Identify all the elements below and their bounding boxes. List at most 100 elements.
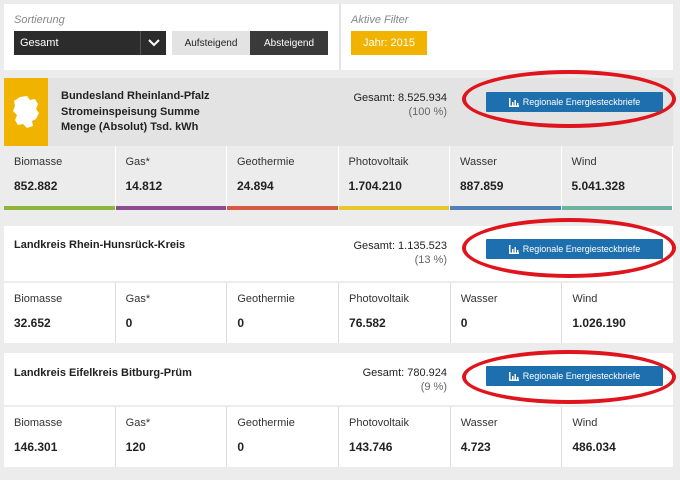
color-bar-wasser xyxy=(450,206,561,210)
filter-block: Aktive Filter Jahr: 2015 xyxy=(339,4,673,70)
district-card-header: Landkreis Rhein-Hunsrück-Kreis Gesamt: 1… xyxy=(4,226,673,282)
bar-chart-icon xyxy=(508,244,519,254)
cell-value: 14.812 xyxy=(125,179,163,193)
color-bar-gas xyxy=(115,206,226,210)
cell-value: 0 xyxy=(237,440,245,454)
color-bar-biomasse xyxy=(4,206,115,210)
filter-caption: Aktive Filter xyxy=(351,14,409,26)
state-values: Biomasse 852.882 Gas* 14.812 Geothermie … xyxy=(4,146,673,210)
value-cell-biomasse: Biomasse 146.301 xyxy=(4,407,116,467)
value-cell-biomasse: Biomasse 852.882 xyxy=(4,146,116,210)
district-total: Gesamt: 1.135.523 (13 %) xyxy=(353,239,447,267)
toolbar: Sortierung Gesamt Aufsteigend Absteigend… xyxy=(4,4,673,70)
sort-descending-button[interactable]: Absteigend xyxy=(250,31,328,55)
cell-label: Photovoltaik xyxy=(348,156,409,168)
state-card: Bundesland Rheinland-Pfalz Stromeinspeis… xyxy=(4,78,673,210)
district-title: Landkreis Rhein-Hunsrück-Kreis xyxy=(14,239,186,251)
cell-value: 24.894 xyxy=(237,179,274,193)
value-cell-wind: Wind 486.034 xyxy=(562,407,674,467)
state-total: Gesamt: 8.525.934 (100 %) xyxy=(353,91,447,119)
value-cell-photovoltaik: Photovoltaik 1.704.210 xyxy=(338,146,450,210)
cell-label: Geothermie xyxy=(237,293,295,305)
bar-chart-icon xyxy=(508,97,519,107)
cell-label: Wasser xyxy=(460,417,498,429)
cell-label: Wind xyxy=(572,293,598,305)
cell-value: 852.882 xyxy=(14,179,58,193)
value-cell-photovoltaik: Photovoltaik 76.582 xyxy=(339,283,451,343)
cell-label: Wasser xyxy=(460,156,497,168)
cell-label: Biomasse xyxy=(14,156,63,168)
state-title-line3: Menge (Absolut) Tsd. kWh xyxy=(61,121,199,133)
energy-profile-button[interactable]: Regionale Energiesteckbriefe xyxy=(486,92,663,112)
cell-value: 32.652 xyxy=(14,316,51,330)
value-cell-gas: Gas* 14.812 xyxy=(115,146,227,210)
cell-label: Gas* xyxy=(125,156,150,168)
sort-block: Sortierung Gesamt Aufsteigend Absteigend xyxy=(14,14,328,55)
cell-value: 486.034 xyxy=(572,440,616,454)
value-cell-geothermie: Geothermie 0 xyxy=(227,283,340,343)
cell-label: Geothermie xyxy=(237,417,295,429)
value-cell-photovoltaik: Photovoltaik 143.746 xyxy=(339,407,451,467)
state-title: Bundesland Rheinland-Pfalz Stromeinspeis… xyxy=(61,89,210,136)
energy-profile-button[interactable]: Regionale Energiesteckbriefe xyxy=(486,366,663,386)
cell-value: 0 xyxy=(460,316,468,330)
district-total-value: Gesamt: 780.924 xyxy=(362,367,447,379)
cell-label: Geothermie xyxy=(237,156,295,168)
cell-value: 5.041.328 xyxy=(571,179,625,193)
energy-profile-button-label: Regionale Energiesteckbriefe xyxy=(522,97,641,107)
district-values: Biomasse 146.301 Gas* 120 Geothermie 0 P… xyxy=(4,407,674,467)
state-total-percent: (100 %) xyxy=(408,106,447,118)
cell-value: 0 xyxy=(237,316,245,330)
district-title: Landkreis Eifelkreis Bitburg-Prüm xyxy=(14,367,192,379)
state-card-header: Bundesland Rheinland-Pfalz Stromeinspeis… xyxy=(4,78,673,146)
value-cell-geothermie: Geothermie 24.894 xyxy=(227,146,339,210)
sort-select[interactable]: Gesamt xyxy=(14,31,166,55)
cell-label: Wind xyxy=(572,417,598,429)
cell-value: 0 xyxy=(125,316,133,330)
cell-label: Photovoltaik xyxy=(349,417,409,429)
district-total-percent: (13 %) xyxy=(414,254,447,266)
sort-select-value: Gesamt xyxy=(20,37,59,49)
cell-value: 4.723 xyxy=(460,440,491,454)
district-card: Landkreis Rhein-Hunsrück-Kreis Gesamt: 1… xyxy=(4,226,674,343)
state-title-line1: Bundesland Rheinland-Pfalz xyxy=(61,90,210,102)
value-cell-wasser: Wasser 0 xyxy=(450,283,563,343)
district-card-header: Landkreis Eifelkreis Bitburg-Prüm Gesamt… xyxy=(4,353,673,406)
cell-value: 1.026.190 xyxy=(572,316,626,330)
district-values: Biomasse 32.652 Gas* 0 Geothermie 0 Phot… xyxy=(4,283,674,343)
bar-chart-icon xyxy=(508,371,519,381)
energy-profile-button[interactable]: Regionale Energiesteckbriefe xyxy=(486,239,663,259)
cell-label: Gas* xyxy=(125,293,151,305)
value-cell-biomasse: Biomasse 32.652 xyxy=(4,283,116,343)
map-region-icon xyxy=(4,78,48,146)
value-cell-wasser: Wasser 887.859 xyxy=(450,146,562,210)
energy-profile-button-label: Regionale Energiesteckbriefe xyxy=(522,371,641,381)
color-bar-geothermie xyxy=(227,206,338,210)
cell-value: 76.582 xyxy=(349,316,386,330)
cell-value: 146.301 xyxy=(14,440,58,454)
color-bar-wind xyxy=(561,206,672,210)
color-bar-photovoltaik xyxy=(338,206,449,210)
district-total: Gesamt: 780.924 (9 %) xyxy=(363,366,447,394)
value-cell-geothermie: Geothermie 0 xyxy=(227,407,340,467)
value-cell-wind: Wind 5.041.328 xyxy=(561,146,673,210)
district-card: Landkreis Eifelkreis Bitburg-Prüm Gesamt… xyxy=(4,353,674,467)
sort-row: Gesamt Aufsteigend Absteigend xyxy=(14,31,328,55)
filter-chip-year[interactable]: Jahr: 2015 xyxy=(351,31,427,55)
cell-value: 143.746 xyxy=(349,440,393,454)
cell-value: 120 xyxy=(125,440,146,454)
cell-label: Wasser xyxy=(460,293,498,305)
district-total-value: Gesamt: 1.135.523 xyxy=(353,240,447,252)
state-title-line2: Stromeinspeisung Summe xyxy=(61,105,200,118)
cell-label: Biomasse xyxy=(14,293,63,305)
state-total-value: Gesamt: 8.525.934 xyxy=(353,92,447,104)
sort-ascending-button[interactable]: Aufsteigend xyxy=(172,31,250,55)
cell-value: 1.704.210 xyxy=(348,179,402,193)
value-cell-gas: Gas* 120 xyxy=(115,407,228,467)
energy-profile-button-label: Regionale Energiesteckbriefe xyxy=(522,244,641,254)
value-cell-wind: Wind 1.026.190 xyxy=(562,283,674,343)
district-total-percent: (9 %) xyxy=(420,381,447,393)
chevron-down-icon xyxy=(140,31,166,55)
sort-caption: Sortierung xyxy=(14,14,65,26)
cell-value: 887.859 xyxy=(460,179,504,193)
